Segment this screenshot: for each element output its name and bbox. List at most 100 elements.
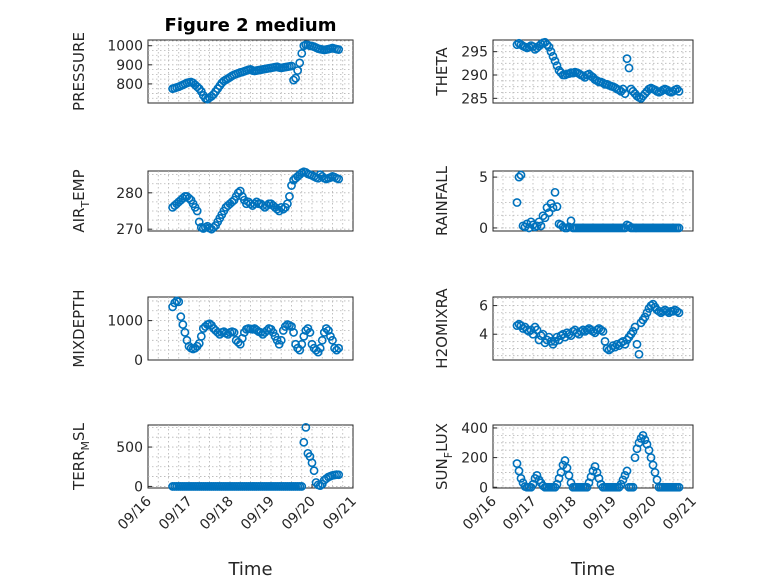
data-point bbox=[674, 86, 684, 96]
y-axis-label: THETA bbox=[433, 47, 451, 97]
data-point bbox=[532, 470, 542, 480]
data-point bbox=[674, 482, 684, 492]
data-point bbox=[328, 335, 337, 345]
data-point bbox=[287, 61, 296, 71]
data-point bbox=[640, 435, 650, 445]
data-point bbox=[550, 56, 560, 66]
data-point bbox=[305, 328, 315, 337]
data-point bbox=[262, 201, 272, 210]
data-point bbox=[334, 343, 344, 353]
y-tick-label: 900 bbox=[116, 58, 143, 74]
y-tick-label: 270 bbox=[116, 222, 143, 238]
data-point bbox=[596, 325, 606, 335]
y-tick-label: 400 bbox=[461, 421, 488, 437]
y-tick-label: 295 bbox=[461, 45, 488, 61]
x-tick-label: 09/20 bbox=[279, 494, 319, 534]
y-tick-label: 800 bbox=[116, 77, 143, 93]
y-tick-label: 0 bbox=[134, 353, 143, 369]
data-series bbox=[512, 37, 684, 103]
panel-p2: 285 290 295 THETA bbox=[433, 37, 694, 107]
y-axis-label: RAINFALL bbox=[433, 165, 451, 236]
data-point bbox=[624, 63, 634, 73]
data-point bbox=[620, 339, 630, 349]
panel-p4: 0 5 RAINFALL bbox=[433, 165, 694, 237]
data-point bbox=[289, 75, 298, 85]
data-point bbox=[192, 206, 202, 216]
data-point bbox=[291, 73, 300, 83]
data-point bbox=[293, 66, 303, 75]
data-point bbox=[538, 481, 548, 491]
y-tick-label: 5 bbox=[479, 170, 488, 186]
y-tick-label: 1000 bbox=[107, 314, 143, 330]
data-point bbox=[630, 453, 640, 463]
data-point bbox=[640, 312, 650, 322]
data-point bbox=[512, 198, 522, 207]
x-tick-label: 09/18 bbox=[197, 494, 237, 534]
data-point bbox=[598, 326, 608, 336]
data-point bbox=[184, 193, 194, 203]
data-point bbox=[620, 470, 630, 480]
data-point bbox=[299, 437, 309, 447]
data-point bbox=[622, 466, 632, 476]
data-point bbox=[227, 197, 237, 207]
data-point bbox=[334, 174, 344, 184]
panel-p7: 0 500 TERRMSL 09/16 09/17 09/18 09/19 09/20 09/2… bbox=[70, 422, 360, 580]
data-point bbox=[628, 482, 638, 492]
data-series bbox=[168, 422, 344, 491]
data-series bbox=[512, 170, 684, 233]
data-point bbox=[321, 324, 331, 333]
y-tick-label: 6 bbox=[479, 299, 488, 315]
y-tick-label: 1000 bbox=[107, 39, 143, 55]
data-point bbox=[582, 482, 592, 492]
data-point bbox=[315, 481, 325, 491]
data-point bbox=[301, 326, 311, 335]
data-point bbox=[582, 325, 592, 335]
data-point bbox=[616, 479, 626, 489]
data-point bbox=[252, 197, 262, 207]
data-point bbox=[213, 328, 223, 337]
data-point bbox=[634, 349, 644, 359]
data-point bbox=[170, 298, 180, 308]
x-tick-label: 09/19 bbox=[580, 494, 620, 534]
panel-p3: 270 280 AIRTEMP bbox=[70, 167, 354, 238]
x-tick-label: 09/21 bbox=[660, 494, 700, 534]
data-point bbox=[276, 202, 286, 212]
data-point bbox=[272, 204, 282, 214]
y-tick-label: 285 bbox=[461, 91, 488, 107]
data-series bbox=[168, 167, 344, 234]
data-point bbox=[516, 170, 526, 180]
data-point bbox=[550, 336, 560, 346]
y-tick-label: 280 bbox=[116, 186, 143, 202]
data-point bbox=[285, 192, 294, 201]
y-axis-label: PRESSURE bbox=[70, 32, 88, 111]
data-point bbox=[297, 48, 307, 58]
x-tick-label: 09/16 bbox=[115, 493, 155, 533]
data-point bbox=[576, 326, 586, 336]
data-point bbox=[278, 204, 288, 214]
data-point bbox=[620, 89, 630, 99]
data-point bbox=[628, 326, 638, 336]
data-point bbox=[194, 217, 204, 227]
data-point bbox=[280, 322, 290, 331]
data-point bbox=[315, 343, 325, 353]
y-tick-label: 0 bbox=[479, 221, 488, 237]
data-point bbox=[297, 339, 307, 349]
data-point bbox=[334, 470, 344, 480]
data-point bbox=[544, 42, 554, 52]
data-point bbox=[662, 306, 672, 316]
data-point bbox=[642, 308, 652, 318]
data-point bbox=[516, 473, 526, 483]
y-tick-label: 290 bbox=[461, 68, 488, 84]
y-tick-label: 500 bbox=[116, 440, 143, 456]
data-point bbox=[309, 466, 319, 476]
chart-title: Figure 2 medium bbox=[165, 15, 337, 36]
y-axis-label: MIXDEPTH bbox=[70, 289, 88, 367]
data-point bbox=[514, 172, 524, 182]
data-point bbox=[196, 331, 206, 341]
x-tick-label: 09/21 bbox=[320, 494, 360, 534]
data-point bbox=[532, 325, 542, 335]
data-point bbox=[289, 328, 298, 337]
data-point bbox=[180, 328, 190, 337]
y-axis-label: AIRTEMP bbox=[70, 169, 92, 232]
